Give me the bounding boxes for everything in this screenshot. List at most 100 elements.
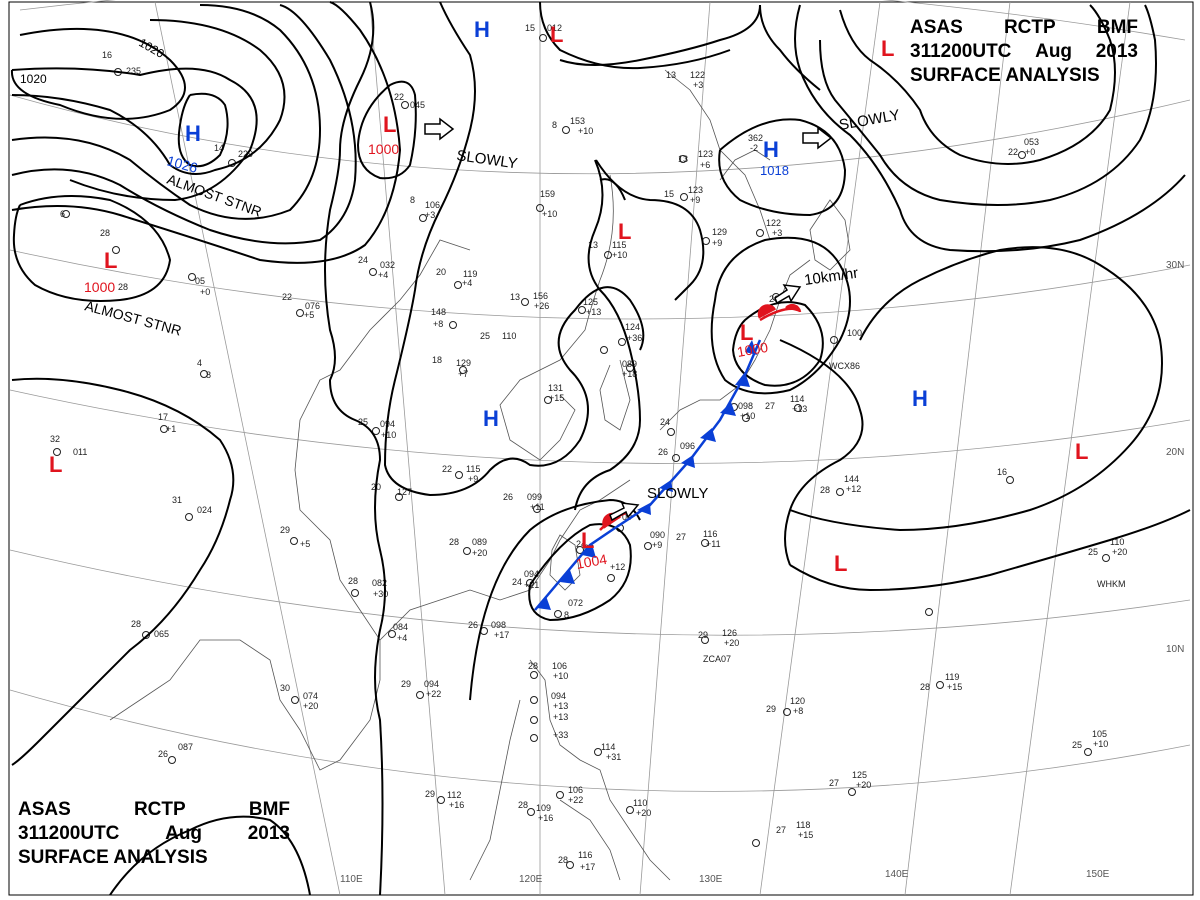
- svg-text:+10: +10: [612, 250, 627, 260]
- header-line-3: SURFACE ANALYSIS: [910, 64, 1138, 88]
- pressure-value: 1000: [736, 339, 770, 360]
- svg-text:125: 125: [852, 770, 867, 780]
- svg-text:+9: +9: [468, 474, 478, 484]
- svg-text:089: 089: [622, 359, 637, 369]
- svg-text:084: 084: [393, 622, 408, 632]
- svg-text:+20: +20: [472, 548, 487, 558]
- svg-text:119: 119: [463, 269, 477, 279]
- svg-text:+9: +9: [652, 540, 662, 550]
- svg-text:+3: +3: [425, 210, 435, 220]
- svg-text:+30: +30: [373, 589, 388, 599]
- svg-text:144: 144: [844, 474, 859, 484]
- pressure-value: 1000: [368, 141, 399, 157]
- svg-text:31: 31: [172, 495, 182, 505]
- svg-text:28: 28: [518, 800, 528, 810]
- svg-text:124: 124: [625, 322, 640, 332]
- svg-text:28: 28: [348, 576, 358, 586]
- header-line-2: 311200UTC Aug 2013: [18, 822, 290, 846]
- svg-text:012: 012: [547, 23, 562, 33]
- svg-text:+26: +26: [534, 301, 549, 311]
- svg-text:119: 119: [945, 672, 959, 682]
- cold-front: [534, 339, 762, 611]
- svg-text:8: 8: [206, 370, 211, 380]
- svg-text:28: 28: [100, 228, 110, 238]
- svg-text:28: 28: [131, 619, 141, 629]
- svg-text:13: 13: [678, 154, 688, 164]
- svg-text:+15: +15: [549, 393, 564, 403]
- motion-label-slowly: SLOWLY: [647, 485, 708, 502]
- header-time: 311200UTC: [18, 823, 120, 844]
- svg-text:+4: +4: [397, 633, 407, 643]
- svg-text:+10: +10: [1093, 739, 1108, 749]
- high-pressure-center: H: [763, 137, 779, 162]
- header-time: 311200UTC: [910, 41, 1012, 62]
- svg-text:011: 011: [73, 447, 87, 457]
- header-month: Aug: [1035, 41, 1073, 62]
- svg-text:26: 26: [769, 294, 779, 304]
- svg-text:115: 115: [612, 240, 626, 250]
- svg-text:32: 32: [50, 434, 60, 444]
- longitude-labels: 110E 120E 130E 140E 150E: [340, 869, 1110, 885]
- chart-header-top: ASAS RCTP BMF 311200UTC Aug 2013 SURFACE…: [910, 16, 1138, 88]
- svg-text:094: 094: [524, 569, 539, 579]
- svg-text:+9: +9: [690, 195, 700, 205]
- svg-text:094: 094: [424, 679, 439, 689]
- header-year: 2013: [1095, 41, 1138, 62]
- low-pressure-center: L: [834, 551, 847, 576]
- svg-text:+13: +13: [553, 701, 568, 711]
- svg-text:+21: +21: [524, 580, 539, 590]
- header-region: ASAS: [18, 799, 71, 820]
- svg-text:+16: +16: [449, 800, 464, 810]
- svg-text:156: 156: [533, 291, 548, 301]
- header-title: SURFACE ANALYSIS: [18, 847, 208, 868]
- svg-text:+18: +18: [622, 369, 637, 379]
- svg-text:24: 24: [660, 417, 670, 427]
- svg-text:109: 109: [536, 803, 551, 813]
- svg-text:122: 122: [766, 218, 781, 228]
- svg-text:045: 045: [410, 100, 425, 110]
- latitude-labels: 30N 20N 10N: [1166, 260, 1184, 655]
- svg-text:29: 29: [425, 789, 435, 799]
- pressure-value: 1000: [84, 279, 115, 295]
- svg-text:+9: +9: [712, 238, 722, 248]
- svg-text:26: 26: [468, 620, 478, 630]
- high-pressure-center: H: [185, 121, 201, 146]
- svg-text:28: 28: [820, 485, 830, 495]
- svg-text:8: 8: [564, 610, 569, 620]
- svg-text:106: 106: [568, 785, 583, 795]
- svg-text:129: 129: [456, 358, 471, 368]
- svg-text:24: 24: [512, 577, 522, 587]
- svg-text:024: 024: [197, 505, 212, 515]
- svg-text:+10: +10: [578, 126, 593, 136]
- svg-text:29: 29: [401, 679, 411, 689]
- svg-text:16: 16: [997, 467, 1007, 477]
- svg-text:27: 27: [676, 532, 686, 542]
- svg-text:074: 074: [303, 691, 318, 701]
- svg-text:22: 22: [442, 464, 452, 474]
- svg-text:090: 090: [650, 530, 665, 540]
- svg-text:05: 05: [195, 276, 205, 286]
- svg-text:131: 131: [548, 383, 563, 393]
- svg-text:+10: +10: [553, 671, 568, 681]
- svg-text:110: 110: [1110, 537, 1124, 547]
- high-pressure-center: H: [474, 17, 490, 42]
- svg-text:115: 115: [466, 464, 480, 474]
- svg-text:29: 29: [766, 704, 776, 714]
- svg-text:+8: +8: [433, 319, 443, 329]
- svg-text:22: 22: [1008, 147, 1018, 157]
- header-line-1: ASAS RCTP BMF: [18, 798, 290, 822]
- svg-text:+0: +0: [1025, 147, 1035, 157]
- lat-label-20n: 20N: [1166, 447, 1184, 458]
- pressure-value: 1004: [575, 551, 609, 572]
- svg-text:15: 15: [525, 23, 535, 33]
- svg-text:29: 29: [280, 525, 290, 535]
- svg-text:126: 126: [722, 628, 737, 638]
- svg-text:4: 4: [197, 358, 202, 368]
- low-pressure-center: L: [383, 112, 396, 137]
- svg-text:24: 24: [358, 255, 368, 265]
- svg-text:129: 129: [712, 227, 727, 237]
- header-line-1: ASAS RCTP BMF: [910, 16, 1138, 40]
- svg-text:105: 105: [1092, 729, 1107, 739]
- svg-text:30: 30: [280, 683, 290, 693]
- svg-text:16: 16: [102, 50, 112, 60]
